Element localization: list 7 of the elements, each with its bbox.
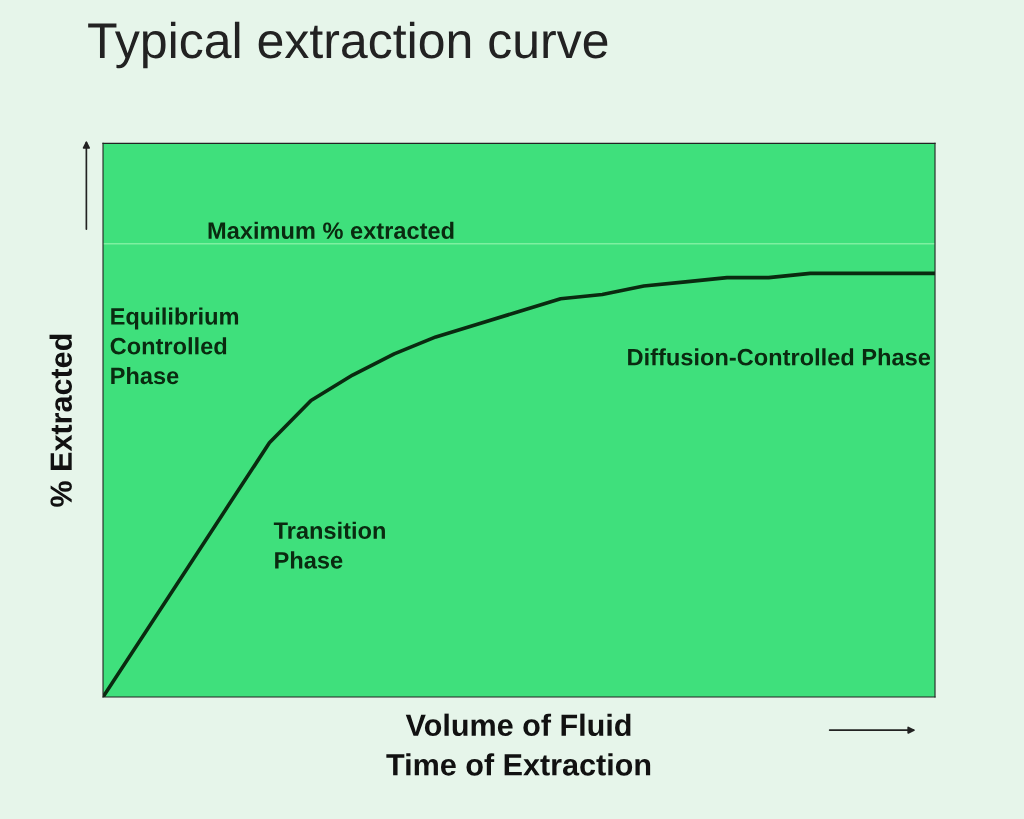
annotation: Transition Phase [273, 521, 385, 569]
annotation: Diffusion-Controlled Phase [628, 348, 931, 366]
chart-title: Typical extraction curve [88, 21, 608, 69]
y-axis-title: % Extracted [49, 334, 72, 507]
x-axis-title: Volume of Fluid Time of Extraction [386, 713, 651, 776]
ref-line-label: Maximum % extracted [208, 221, 454, 240]
annotation: Equilibrium Controlled Phase [110, 307, 239, 385]
